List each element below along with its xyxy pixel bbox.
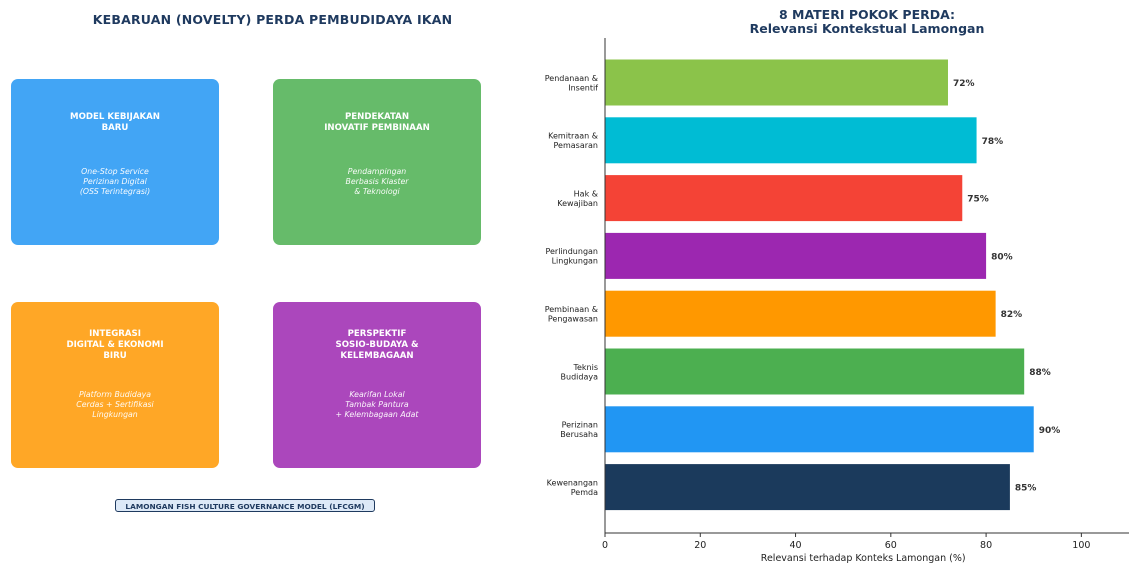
- bar: [605, 59, 948, 106]
- card-title: MODEL KEBIJAKAN BARU: [70, 112, 160, 133]
- y-tick-label: Hak &: [574, 189, 598, 198]
- card-title: INTEGRASI DIGITAL & EKONOMI BIRU: [66, 329, 164, 361]
- x-tick-label: 40: [789, 540, 801, 551]
- card-description: Pendampingan Berbasis Klaster & Teknolog…: [345, 167, 409, 196]
- card-perspektif-sosio-budaya: PERSPEKTIF SOSIO-BUDAYA & KELEMBAGAAN Ke…: [273, 302, 481, 468]
- data-label: 85%: [1015, 484, 1037, 494]
- y-tick-label: Berusaha: [560, 430, 598, 439]
- bar: [605, 290, 996, 337]
- card-description: One-Stop Service Perizinan Digital (OSS …: [79, 167, 151, 196]
- bar: [605, 232, 987, 279]
- y-tick-label: Budidaya: [561, 372, 599, 381]
- card-title: PENDEKATAN INOVATIF PEMBINAAN: [324, 112, 430, 133]
- x-tick-label: 80: [980, 540, 992, 551]
- model-label: LAMONGAN FISH CULTURE GOVERNANCE MODEL (…: [115, 499, 375, 512]
- bar: [605, 464, 1010, 511]
- y-tick-label: Pengawasan: [548, 314, 598, 323]
- data-label: 75%: [967, 195, 989, 205]
- y-tick-label: Pendanaan &: [545, 74, 598, 83]
- card-pendekatan-inovatif: PENDEKATAN INOVATIF PEMBINAAN Pendamping…: [273, 79, 481, 245]
- y-tick-label: Perlindungan: [545, 247, 598, 256]
- bar: [605, 348, 1025, 395]
- x-tick-label: 20: [694, 540, 706, 551]
- data-label: 80%: [991, 252, 1013, 262]
- data-label: 90%: [1039, 426, 1061, 436]
- y-tick-label: Pembinaan &: [545, 305, 598, 314]
- y-tick-label: Kemitraan &: [548, 132, 598, 141]
- data-label: 72%: [953, 79, 975, 89]
- card-description: Kearifan Lokal Tambak Pantura + Kelembag…: [335, 390, 419, 419]
- card-title: PERSPEKTIF SOSIO-BUDAYA & KELEMBAGAAN: [335, 329, 419, 361]
- data-label: 88%: [1029, 368, 1051, 378]
- y-tick-label: Pemda: [571, 488, 598, 497]
- bar: [605, 117, 977, 164]
- x-axis-label: Relevansi terhadap Konteks Lamongan (%): [761, 553, 966, 564]
- card-integrasi-digital: INTEGRASI DIGITAL & EKONOMI BIRU Platfor…: [11, 302, 219, 468]
- y-tick-label: Kewenangan: [547, 478, 598, 487]
- y-tick-label: Lingkungan: [552, 257, 598, 266]
- x-tick-label: 0: [602, 540, 608, 551]
- y-tick-label: Kewajiban: [557, 199, 598, 208]
- chart-title: 8 MATERI POKOK PERDA:: [779, 7, 955, 22]
- bar: [605, 175, 963, 222]
- card-description: Platform Budidaya Cerdas + Sertifikasi L…: [76, 390, 154, 419]
- x-tick-label: 60: [885, 540, 897, 551]
- bar: [605, 406, 1034, 453]
- y-tick-label: Pemasaran: [554, 141, 599, 150]
- data-label: 82%: [1001, 310, 1023, 320]
- x-tick-label: 100: [1072, 540, 1090, 551]
- novelty-title: KEBARUAN (NOVELTY) PERDA PEMBUDIDAYA IKA…: [92, 12, 453, 27]
- data-label: 78%: [982, 137, 1004, 147]
- chart-subtitle: Relevansi Kontekstual Lamongan: [750, 21, 985, 36]
- y-tick-label: Perizinan: [562, 421, 598, 430]
- y-tick-label: Insentif: [568, 83, 598, 92]
- card-model-kebijakan: MODEL KEBIJAKAN BARU One-Stop Service Pe…: [11, 79, 219, 245]
- y-tick-label: Teknis: [572, 363, 598, 372]
